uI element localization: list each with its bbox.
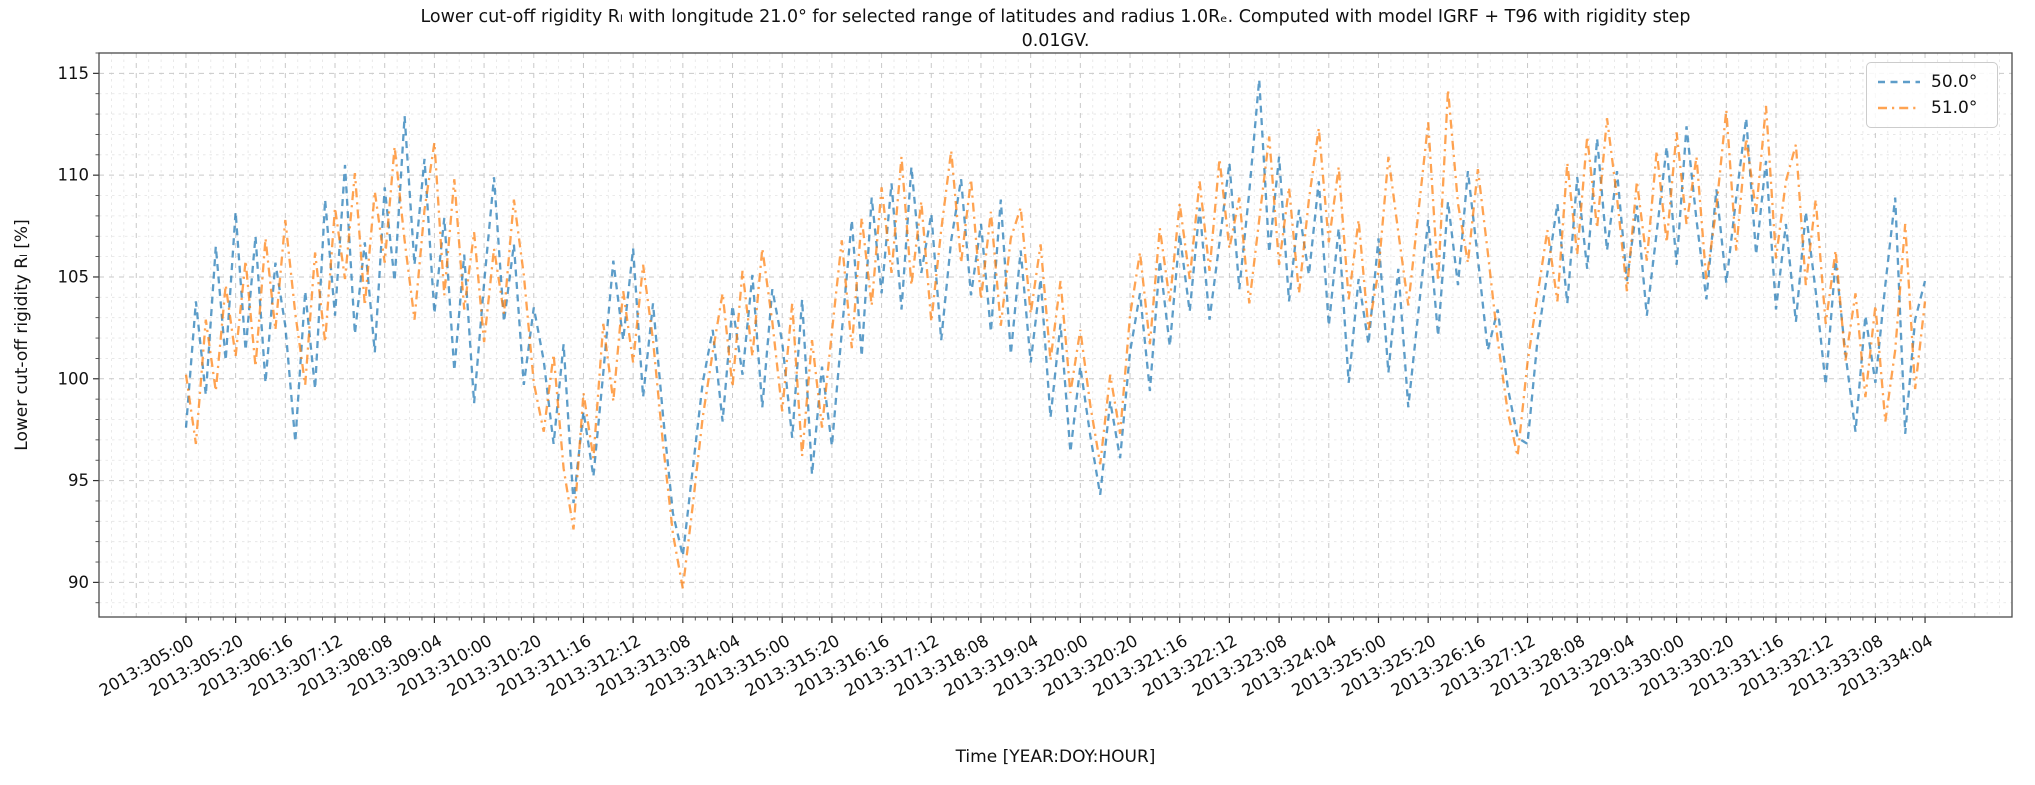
series-line-50.0° (184, 79, 1927, 557)
tick-labels: 2013:305:002013:305:202013:306:162013:30… (58, 64, 1937, 700)
plot-frame (98, 52, 2013, 618)
y-tick-label: 95 (68, 471, 89, 490)
major-gridlines (99, 53, 2012, 617)
y-tick-label: 100 (58, 369, 90, 388)
legend-line-sample-blue (1878, 80, 1920, 84)
y-tick-label: 105 (58, 267, 90, 286)
legend: 50.0° 51.0° (1866, 62, 1998, 128)
legend-label: 50.0° (1931, 72, 1978, 92)
minor-gridlines (98, 52, 2013, 617)
legend-line-sample-orange (1878, 106, 1920, 110)
x-axis-label: Time [YEAR:DOY:HOUR] (955, 747, 1156, 767)
y-tick-label: 110 (58, 166, 90, 185)
y-tick-label: 115 (58, 64, 90, 83)
data-series (184, 79, 1927, 589)
legend-item-51: 51.0° (1877, 95, 1987, 121)
chart-title-line1: Lower cut-off rigidity Rₗ with longitude… (420, 7, 1691, 27)
chart-title: Lower cut-off rigidity Rₗ with longitude… (99, 5, 2012, 53)
y-tick-label: 90 (68, 573, 89, 592)
legend-item-50: 50.0° (1877, 69, 1987, 95)
chart-title-line2: 0.01GV. (1021, 31, 1090, 52)
legend-label: 51.0° (1931, 98, 1978, 118)
